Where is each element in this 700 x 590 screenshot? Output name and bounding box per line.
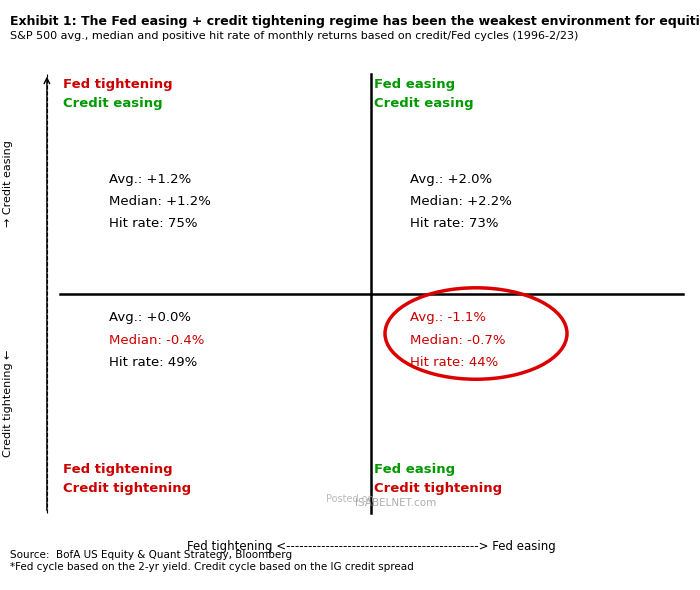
Text: Fed tightening <--------------------------------------------> Fed easing: Fed tightening <------------------------…: [187, 540, 555, 553]
Text: Hit rate: 49%: Hit rate: 49%: [108, 356, 197, 369]
Text: Posted on: Posted on: [326, 494, 374, 503]
Text: Source:  BofA US Equity & Quant Strategy, Bloomberg: Source: BofA US Equity & Quant Strategy,…: [10, 550, 293, 560]
Text: Credit easing: Credit easing: [374, 97, 474, 110]
Text: Fed easing: Fed easing: [374, 463, 456, 476]
Text: Median: -0.4%: Median: -0.4%: [108, 333, 204, 346]
Text: ISABELNET.com: ISABELNET.com: [355, 498, 436, 507]
Text: Avg.: -1.1%: Avg.: -1.1%: [410, 311, 486, 324]
Text: Hit rate: 44%: Hit rate: 44%: [410, 356, 498, 369]
Text: Fed tightening: Fed tightening: [63, 78, 173, 91]
Text: S&P 500 avg., median and positive hit rate of monthly returns based on credit/Fe: S&P 500 avg., median and positive hit ra…: [10, 31, 579, 41]
Text: *Fed cycle based on the 2-yr yield. Credit cycle based on the IG credit spread: *Fed cycle based on the 2-yr yield. Cred…: [10, 562, 414, 572]
Text: Fed easing: Fed easing: [374, 78, 456, 91]
Text: Median: +2.2%: Median: +2.2%: [410, 195, 512, 208]
Text: Credit tightening ←: Credit tightening ←: [4, 350, 13, 457]
Text: Avg.: +1.2%: Avg.: +1.2%: [108, 173, 190, 186]
Text: Credit tightening: Credit tightening: [63, 482, 191, 495]
Text: Median: -0.7%: Median: -0.7%: [410, 333, 505, 346]
Text: Hit rate: 73%: Hit rate: 73%: [410, 218, 498, 231]
Text: Exhibit 1: The Fed easing + credit tightening regime has been the weakest enviro: Exhibit 1: The Fed easing + credit tight…: [10, 15, 700, 28]
Text: Avg.: +0.0%: Avg.: +0.0%: [108, 311, 190, 324]
Text: Avg.: +2.0%: Avg.: +2.0%: [410, 173, 491, 186]
Text: Credit tightening: Credit tightening: [374, 482, 503, 495]
Text: → Credit easing: → Credit easing: [4, 140, 13, 227]
Text: Fed tightening: Fed tightening: [63, 463, 173, 476]
Text: Hit rate: 75%: Hit rate: 75%: [108, 218, 197, 231]
Text: Credit easing: Credit easing: [63, 97, 162, 110]
Text: Median: +1.2%: Median: +1.2%: [108, 195, 211, 208]
